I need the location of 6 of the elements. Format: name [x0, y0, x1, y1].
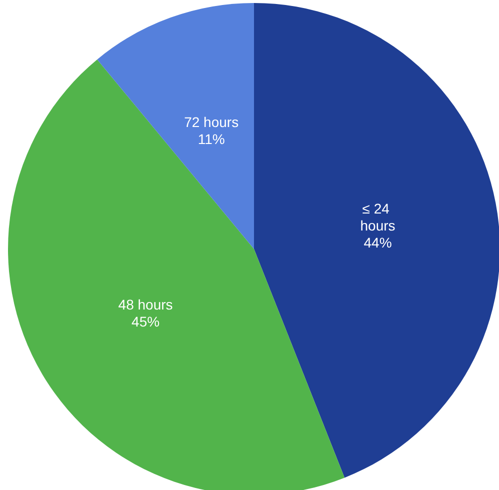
slice-label: ≤ 24 hours: [360, 200, 396, 234]
slice-label: 48 hours: [118, 296, 173, 313]
data-label: 45%: [132, 314, 160, 330]
data-label: 11%: [198, 130, 225, 147]
slice-label: 72 hours: [184, 114, 239, 130]
data-label: 44%: [364, 234, 392, 250]
